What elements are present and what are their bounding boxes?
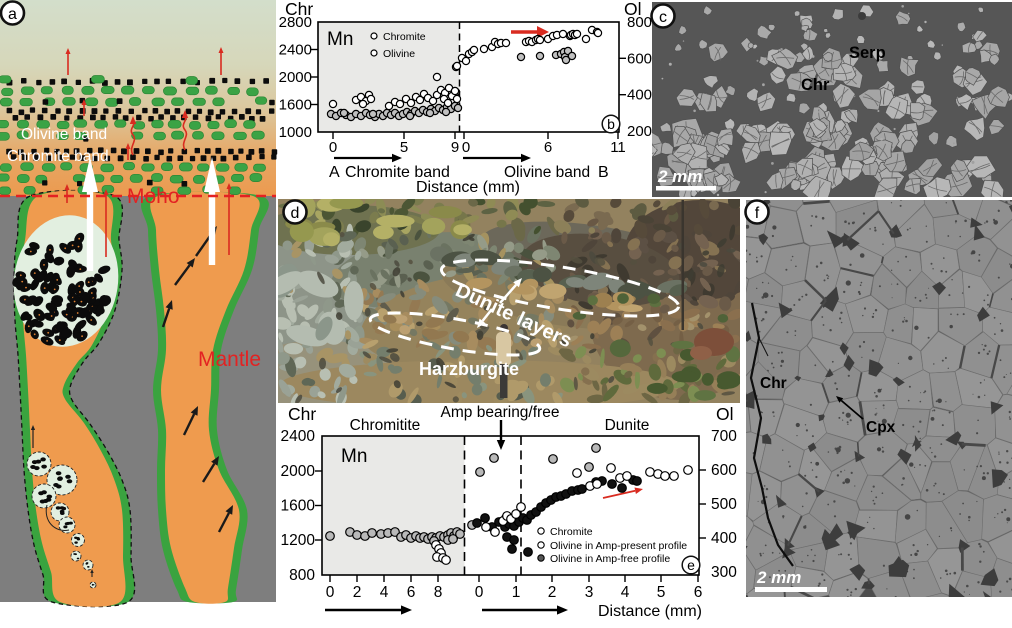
svg-text:1: 1: [512, 584, 521, 601]
svg-text:Dunite: Dunite: [605, 417, 650, 434]
svg-text:4: 4: [380, 584, 389, 601]
svg-text:6: 6: [407, 584, 416, 601]
svg-text:c: c: [659, 9, 667, 26]
svg-text:Chromite: Chromite: [383, 31, 426, 43]
svg-text:Distance (mm): Distance (mm): [416, 179, 520, 196]
svg-text:11: 11: [610, 139, 626, 156]
svg-text:1600: 1600: [279, 97, 312, 114]
svg-text:700: 700: [711, 428, 737, 445]
svg-text:Chr: Chr: [288, 404, 316, 424]
svg-text:0: 0: [475, 584, 484, 601]
svg-text:600: 600: [711, 462, 737, 479]
svg-text:6: 6: [694, 584, 703, 601]
svg-text:a: a: [8, 6, 17, 23]
svg-text:Cpx: Cpx: [866, 419, 896, 436]
svg-text:0: 0: [462, 139, 470, 156]
svg-text:1600: 1600: [281, 498, 316, 515]
svg-text:Olivine in Amp-present profile: Olivine in Amp-present profile: [550, 540, 687, 552]
svg-text:Chr: Chr: [285, 0, 313, 19]
svg-text:2000: 2000: [279, 69, 312, 86]
svg-text:0: 0: [329, 139, 337, 156]
svg-text:Mn: Mn: [341, 446, 367, 467]
svg-text:1200: 1200: [281, 532, 316, 549]
svg-text:Olivine: Olivine: [383, 48, 415, 60]
svg-text:Ol: Ol: [624, 0, 642, 19]
svg-text:Chr: Chr: [801, 76, 830, 94]
svg-text:2400: 2400: [279, 42, 312, 59]
svg-text:Moho: Moho: [127, 185, 180, 208]
svg-text:Chr: Chr: [760, 375, 787, 392]
svg-text:e: e: [687, 557, 695, 573]
svg-text:2 mm: 2 mm: [756, 568, 801, 587]
svg-text:A: A: [329, 164, 340, 181]
svg-text:4: 4: [621, 584, 630, 601]
svg-text:2: 2: [548, 584, 557, 601]
svg-text:400: 400: [711, 530, 737, 547]
svg-text:Chromite: Chromite: [550, 526, 593, 538]
svg-text:Chromitite: Chromitite: [350, 417, 421, 434]
svg-text:2 mm: 2 mm: [657, 167, 702, 186]
svg-text:3: 3: [585, 584, 594, 601]
svg-text:5: 5: [400, 139, 408, 156]
svg-text:200: 200: [627, 123, 652, 140]
svg-text:Ol: Ol: [716, 404, 734, 424]
svg-text:Distance (mm): Distance (mm): [598, 603, 702, 620]
svg-text:9: 9: [451, 139, 459, 156]
svg-text:6: 6: [544, 139, 552, 156]
svg-text:d: d: [291, 205, 300, 222]
svg-text:b: b: [607, 116, 615, 132]
svg-text:Harzburgite: Harzburgite: [419, 359, 519, 379]
svg-text:800: 800: [289, 567, 315, 584]
svg-text:f: f: [755, 205, 760, 222]
svg-text:300: 300: [711, 564, 737, 581]
svg-text:Serp: Serp: [849, 44, 886, 62]
svg-text:400: 400: [627, 87, 652, 104]
svg-text:5: 5: [657, 584, 666, 601]
svg-text:Chromite band: Chromite band: [7, 148, 109, 165]
svg-text:600: 600: [627, 50, 652, 67]
svg-text:2400: 2400: [281, 428, 316, 445]
svg-text:Olivine band: Olivine band: [21, 126, 107, 143]
svg-text:500: 500: [711, 496, 737, 513]
svg-text:2000: 2000: [281, 463, 316, 480]
svg-text:2: 2: [353, 584, 362, 601]
svg-text:Mn: Mn: [327, 29, 353, 50]
svg-text:B: B: [598, 164, 609, 181]
svg-text:8: 8: [434, 584, 443, 601]
svg-text:1000: 1000: [279, 124, 312, 141]
svg-text:Olivine in Amp-free profile: Olivine in Amp-free profile: [550, 553, 670, 565]
svg-text:Mantle: Mantle: [198, 348, 261, 371]
svg-text:0: 0: [326, 584, 335, 601]
svg-text:Amp bearing/free: Amp bearing/free: [441, 404, 560, 421]
